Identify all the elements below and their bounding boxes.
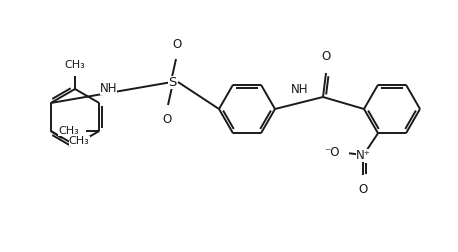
Text: O: O bbox=[358, 183, 368, 196]
Text: CH₃: CH₃ bbox=[65, 60, 85, 70]
Text: NH: NH bbox=[291, 83, 309, 96]
Text: ⁻O: ⁻O bbox=[325, 146, 340, 159]
Text: CH₃: CH₃ bbox=[59, 126, 79, 136]
Text: CH₃: CH₃ bbox=[69, 136, 89, 146]
Text: O: O bbox=[172, 38, 182, 51]
Text: N⁺: N⁺ bbox=[355, 149, 371, 162]
Text: O: O bbox=[322, 50, 331, 63]
Text: NH: NH bbox=[100, 82, 117, 95]
Text: S: S bbox=[168, 76, 176, 88]
Text: O: O bbox=[163, 113, 172, 126]
